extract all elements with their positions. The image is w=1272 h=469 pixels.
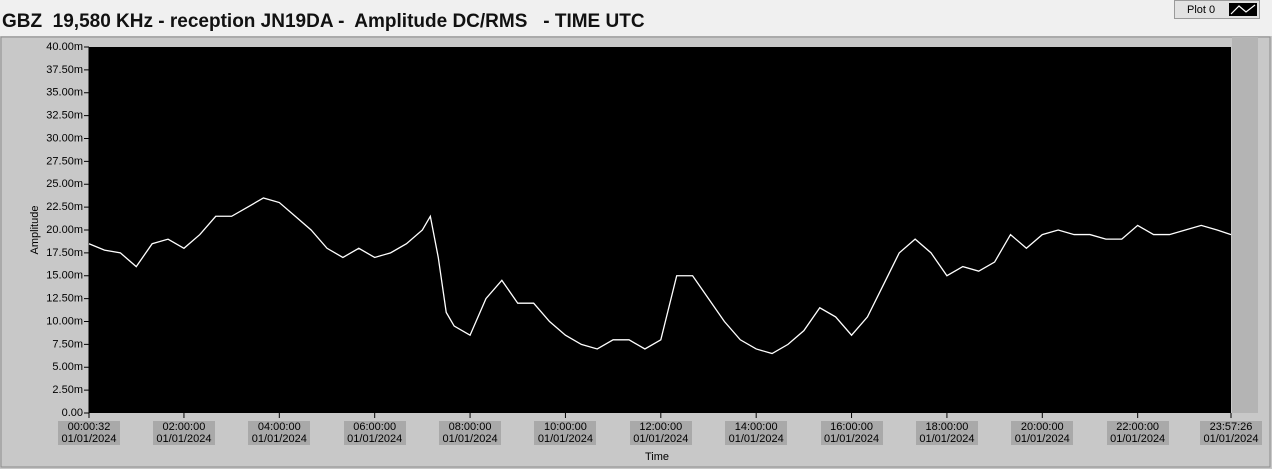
x-tick-label: 20:00:00 01/01/2024	[1011, 421, 1074, 445]
y-tick-label: 12.50m	[46, 293, 83, 305]
x-tick-label: 16:00:00 01/01/2024	[820, 421, 883, 445]
y-tick-label: 35.00m	[46, 87, 83, 99]
y-tick-label: 37.50m	[46, 64, 83, 76]
x-tick-label: 10:00:00 01/01/2024	[534, 421, 597, 445]
y-tick-label: 40.00m	[46, 41, 83, 53]
legend: Plot 0	[1174, 0, 1260, 19]
x-tick-label: 04:00:00 01/01/2024	[248, 421, 311, 445]
x-tick-label: 08:00:00 01/01/2024	[439, 421, 502, 445]
y-tick-label: 5.00m	[52, 361, 83, 373]
scroll-strip	[1232, 37, 1258, 413]
legend-label: Plot 0	[1187, 4, 1216, 16]
x-axis-label: Time	[645, 451, 669, 463]
x-tick-label: 02:00:00 01/01/2024	[152, 421, 215, 445]
y-tick-label: 0.00	[62, 407, 83, 419]
plot-area	[89, 47, 1231, 413]
x-tick-label: 06:00:00 01/01/2024	[343, 421, 406, 445]
y-axis-label: Amplitude	[29, 206, 41, 255]
y-tick-label: 32.50m	[46, 110, 83, 122]
y-tick-label: 30.00m	[46, 132, 83, 144]
y-tick-label: 27.50m	[46, 155, 83, 167]
y-tick-label: 10.00m	[46, 315, 83, 327]
y-tick-label: 2.50m	[52, 384, 83, 396]
y-tick-label: 15.00m	[46, 270, 83, 282]
y-tick-label: 22.50m	[46, 201, 83, 213]
chart-title: GBZ 19,580 KHz - reception JN19DA - Ampl…	[2, 11, 645, 32]
x-tick-label: 12:00:00 01/01/2024	[629, 421, 692, 445]
y-tick-label: 7.50m	[52, 338, 83, 350]
y-tick-label: 20.00m	[46, 224, 83, 236]
legend-swatch	[1229, 3, 1257, 16]
frame-border	[0, 36, 1271, 468]
x-tick-label: 22:00:00 01/01/2024	[1106, 421, 1169, 445]
y-tick-label: 17.50m	[46, 247, 83, 259]
x-tick-label: 00:00:32 01/01/2024	[58, 421, 120, 445]
data-line	[88, 197, 1232, 355]
x-tick-label: 23:57:26 01/01/2024	[1200, 421, 1262, 445]
x-tick-label: 14:00:00 01/01/2024	[725, 421, 788, 445]
y-tick-label: 25.00m	[46, 178, 83, 190]
x-tick-label: 18:00:00 01/01/2024	[915, 421, 978, 445]
